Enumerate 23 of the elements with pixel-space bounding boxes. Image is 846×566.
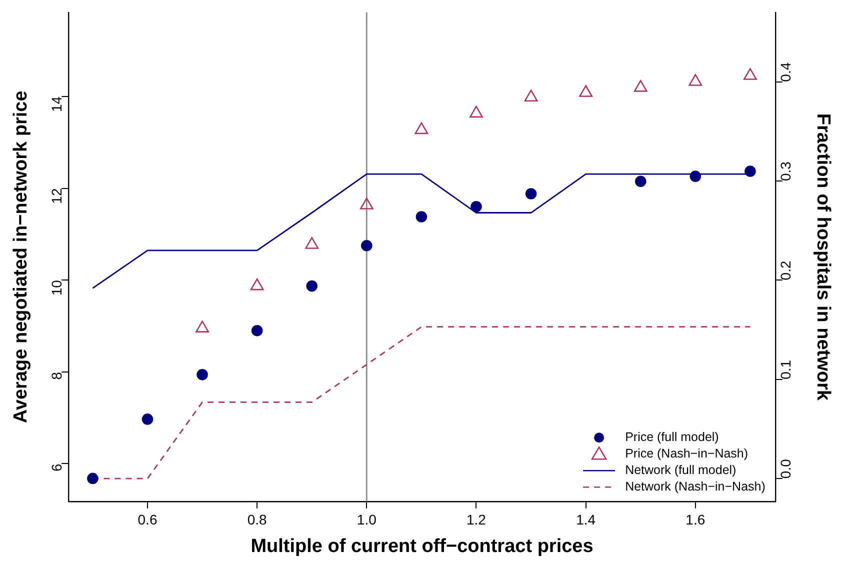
y-tick-label: 10: [48, 280, 64, 296]
y2-tick-label: 0.0: [777, 458, 794, 479]
legend-label: Price (Nash−in−Nash): [625, 446, 748, 461]
y-tick-label: 8: [48, 372, 64, 380]
x-tick-label: 0.8: [247, 512, 268, 528]
y-tick-label: 14: [48, 96, 64, 112]
legend-label: Price (full model): [625, 430, 719, 444]
y-tick-label: 6: [48, 464, 64, 472]
legend-label: Network (Nash−in−Nash): [625, 480, 766, 494]
y-tick-label: 12: [48, 188, 64, 204]
x-tick-label: 1.2: [466, 512, 486, 528]
y2-tick-label: 0.3: [777, 161, 794, 182]
y2-tick-label: 0.2: [777, 260, 794, 280]
legend-label: Network (full model): [625, 463, 736, 478]
x-tick-label: 1.6: [686, 512, 706, 528]
y2-tick-label: 0.4: [777, 62, 794, 82]
x-tick-label: 0.6: [138, 512, 158, 528]
y2-tick-label: 0.1: [777, 360, 794, 380]
x-tick-label: 1.4: [576, 512, 596, 528]
x-tick-label: 1.0: [356, 512, 377, 528]
y2-axis-title: Fraction of hospitals in network: [812, 113, 834, 401]
x-axis-title: Multiple of current off−contract prices: [250, 536, 594, 557]
y-axis-title: Average negotiated in−network price: [10, 90, 32, 424]
